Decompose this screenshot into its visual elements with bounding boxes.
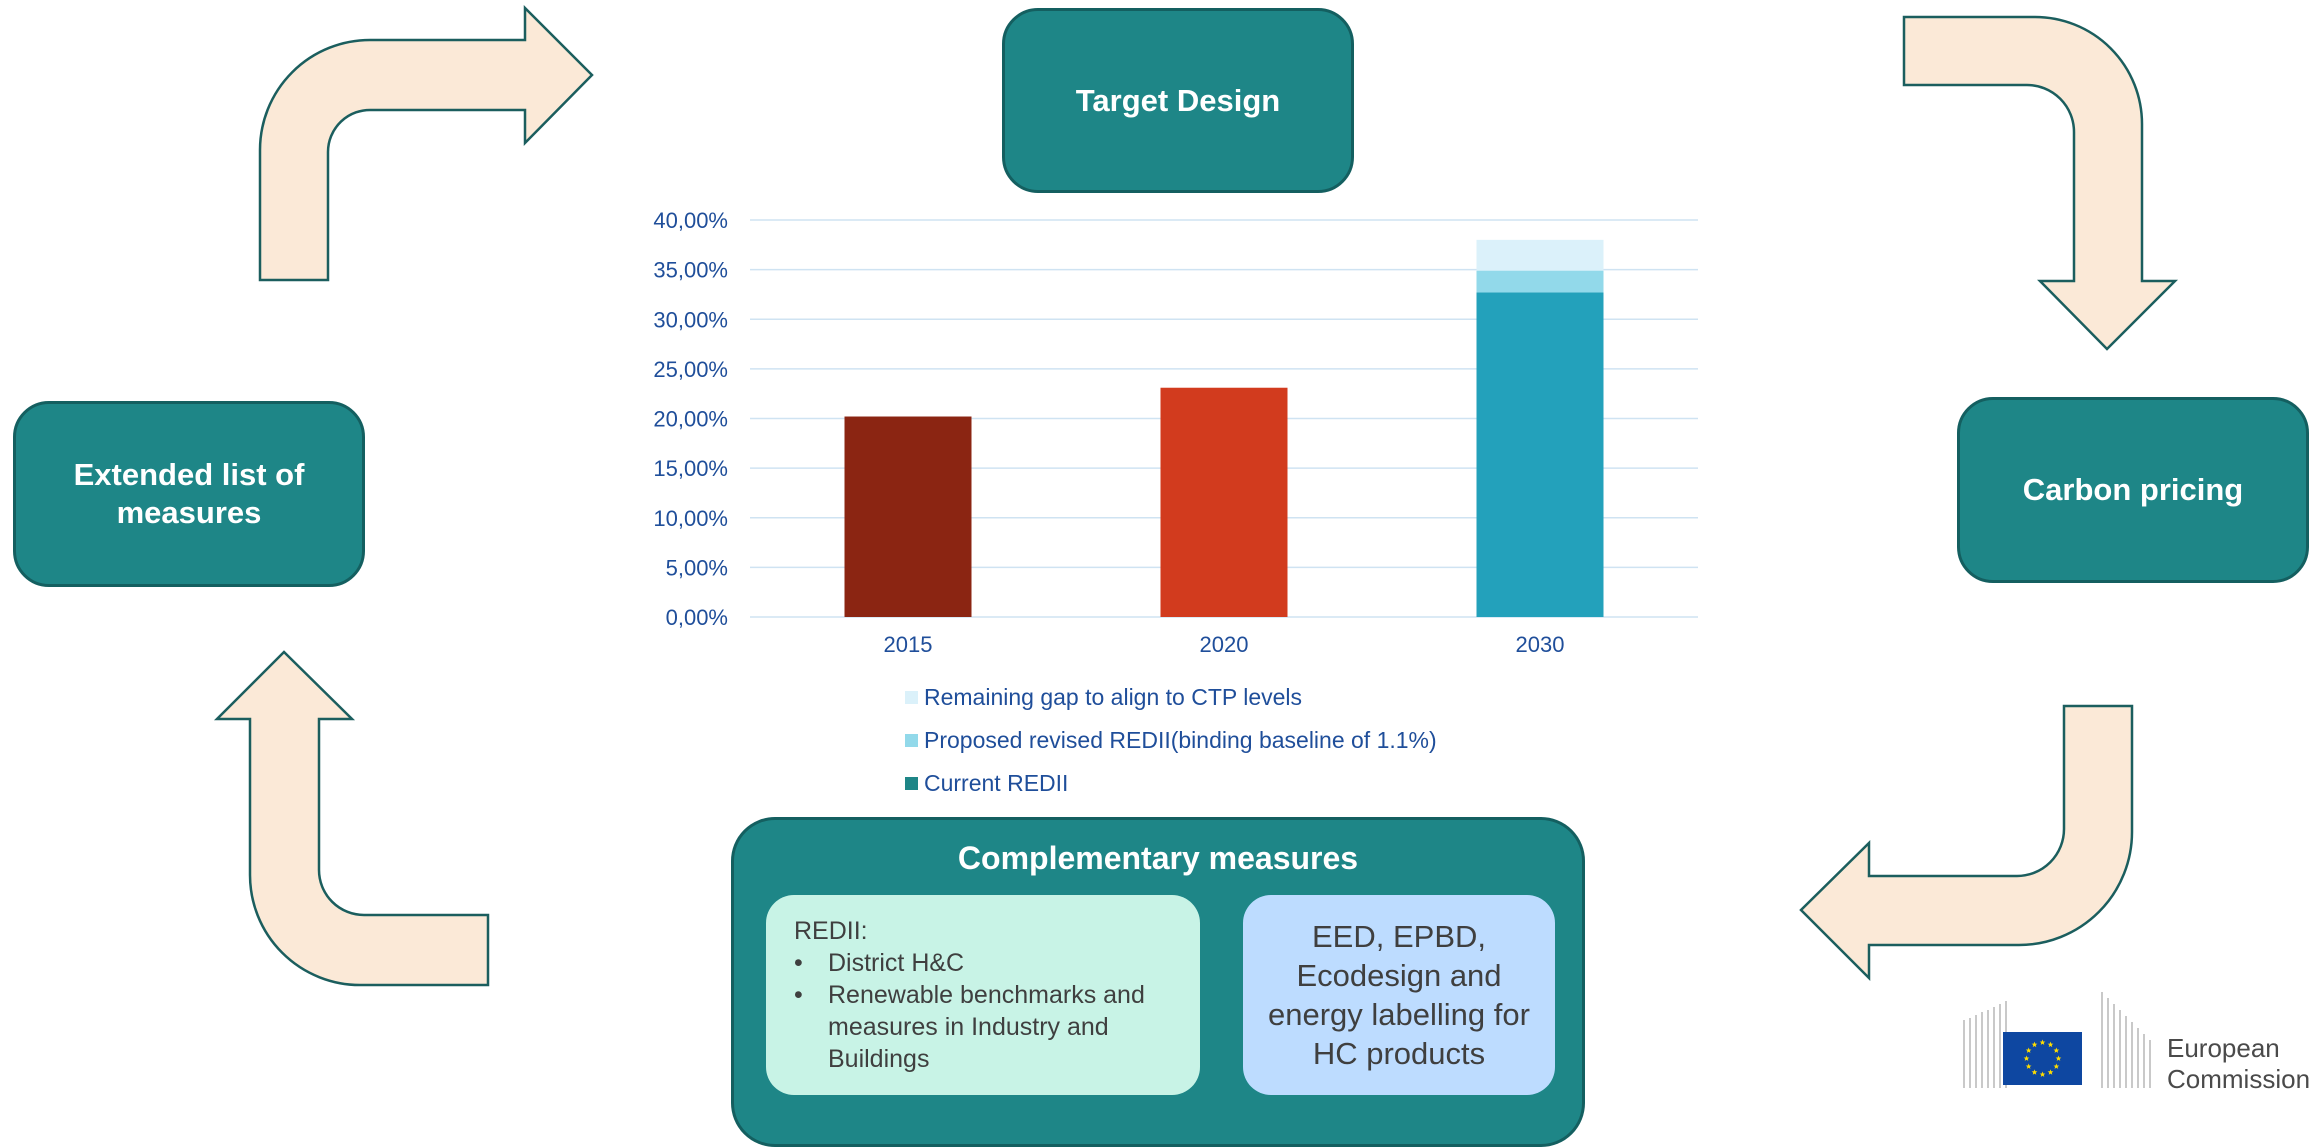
bar-2015-series-0 <box>844 416 972 617</box>
ec-building-left-lines <box>1963 1001 2007 1088</box>
eu-star <box>2031 1069 2038 1075</box>
eu-star <box>2047 1041 2054 1048</box>
y-tick-label-7: 35,00% <box>653 258 728 283</box>
eu-star <box>2047 1069 2054 1075</box>
arrow-top-left-shape <box>258 4 594 282</box>
legend-label-current-redii: Current REDII <box>924 769 1069 796</box>
european-commission-wordmark: European Commission <box>2167 1033 2310 1095</box>
arrow-top-right-shape <box>1902 15 2179 351</box>
carbon-pricing-box: Carbon pricing <box>1957 397 2309 583</box>
bar-2030-series-1 <box>1476 270 1604 293</box>
eu-star <box>2023 1055 2030 1061</box>
legend-label-remaining-gap: Remaining gap to align to CTP levels <box>924 683 1303 710</box>
y-tick-label-0: 0,00% <box>666 605 728 630</box>
carbon-pricing-label: Carbon pricing <box>2022 472 2244 507</box>
arrow-bottom-right-shape <box>1799 704 2134 982</box>
eu-star <box>2031 1041 2038 1048</box>
y-tick-label-5: 25,00% <box>653 357 728 382</box>
legend-remaining-gap: Remaining gap to align to CTP levels <box>905 681 1302 713</box>
y-tick-label-8: 40,00% <box>653 208 728 233</box>
redii-heading: REDII: <box>794 917 868 945</box>
european-commission-logo <box>1963 992 2151 1088</box>
eed-measures-box: EED, EPBD, Ecodesign and energy labellin… <box>1243 895 1555 1095</box>
legend-current-redii: Current REDII <box>905 767 1068 799</box>
legend-label-proposed-redii: Proposed revised REDII(binding baseline … <box>924 726 1437 753</box>
bar-2020-series-0 <box>1160 387 1288 617</box>
target-design-box: Target Design <box>1002 8 1354 193</box>
eu-star <box>2025 1063 2032 1069</box>
extended-list-box: Extended list of measures <box>13 401 365 587</box>
renewables-share-chart: 0,00% 5,00% 10,00% 15,00% 20,00% 25,00% 30,00%… <box>653 208 1698 657</box>
y-tick-label-3: 15,00% <box>653 456 728 481</box>
ec-building-right-lines <box>2101 992 2151 1088</box>
target-design-label: Target Design <box>1075 82 1281 118</box>
redii-list: District H&C Renewable benchmarks and me… <box>794 947 1172 1075</box>
x-tick-label-2015: 2015 <box>884 632 933 657</box>
eu-star <box>2039 1071 2046 1077</box>
eu-star <box>2053 1047 2060 1053</box>
eu-star <box>2039 1039 2046 1045</box>
eed-text: EED, EPBD, Ecodesign and energy labellin… <box>1268 919 1530 1071</box>
redii-item-district: District H&C <box>794 947 1172 979</box>
y-tick-label-2: 10,00% <box>653 506 728 531</box>
eu-star <box>2025 1047 2032 1053</box>
extended-list-label: Extended list of measures <box>73 457 305 530</box>
y-tick-label-4: 20,00% <box>653 407 728 432</box>
eu-star <box>2053 1063 2060 1069</box>
bar-2030-series-2 <box>1476 239 1604 271</box>
x-tick-label-2020: 2020 <box>1200 632 1249 657</box>
legend-swatch-remaining-gap <box>905 690 918 704</box>
legend-swatch-current-redii <box>905 776 918 790</box>
redii-measures-box: REDII: District H&C Renewable benchmarks… <box>766 895 1200 1095</box>
legend-swatch-proposed-redii <box>905 733 918 747</box>
y-tick-label-1: 5,00% <box>666 555 728 580</box>
eu-star <box>2055 1055 2062 1061</box>
eu-flag-stars <box>2023 1039 2062 1077</box>
complementary-measures-title: Complementary measures <box>957 840 1359 876</box>
bar-2030-series-0 <box>1476 292 1604 617</box>
ec-text-line1: European <box>2167 1033 2280 1063</box>
legend-proposed-redii: Proposed revised REDII(binding baseline … <box>905 724 1437 756</box>
redii-item-benchmarks: Renewable benchmarks and measures in Ind… <box>794 979 1172 1075</box>
arrow-bottom-left-shape <box>213 650 490 987</box>
y-tick-label-6: 30,00% <box>653 307 728 332</box>
ec-text-line2: Commission <box>2167 1064 2311 1094</box>
x-tick-label-2030: 2030 <box>1516 632 1565 657</box>
